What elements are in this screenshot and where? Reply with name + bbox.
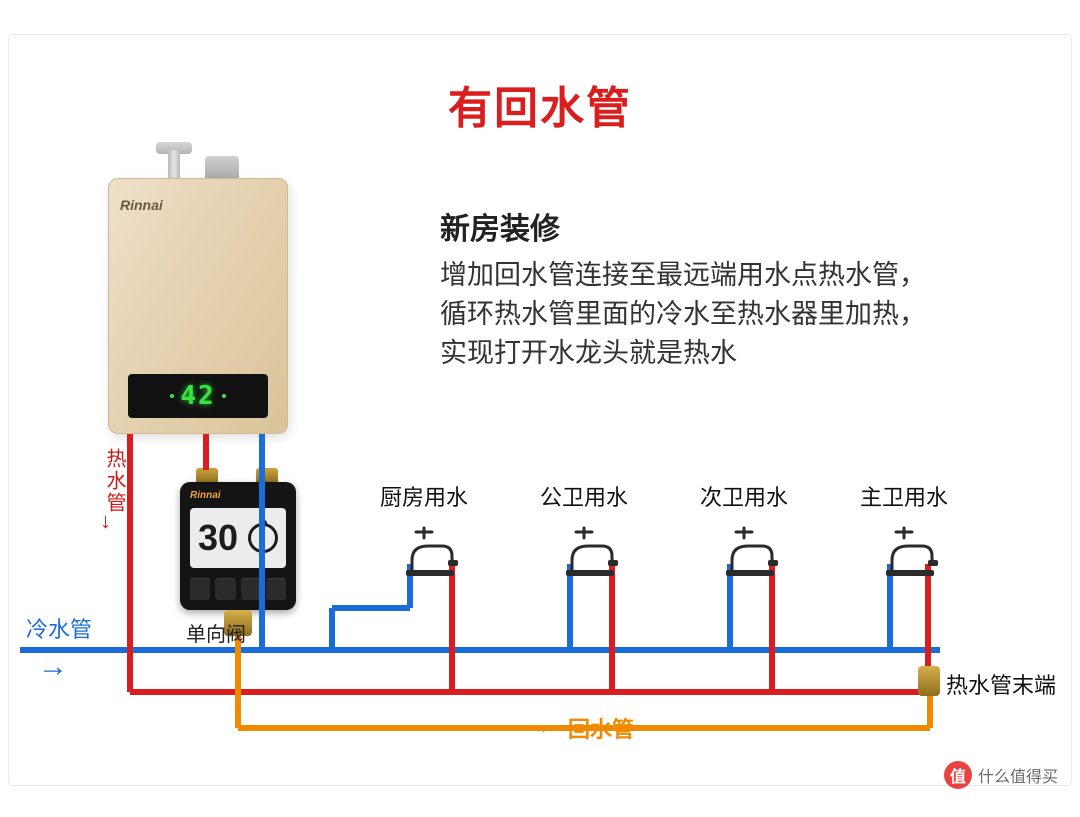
pump-temperature: 30 (198, 517, 238, 559)
main-title: 有回水管 (448, 72, 632, 136)
pump-dial-icon (248, 523, 278, 553)
recirculation-pump: Rinnai 30 (180, 482, 296, 610)
hot-pipe-label: 热水管 (100, 448, 129, 514)
cold-arrow-right-icon: → (38, 650, 68, 684)
watermark-logo-icon: 值 (944, 761, 972, 789)
description-block: 新房装修 增加回水管连接至最远端用水点热水管， 循环热水管里面的冷水至热水器里加… (440, 204, 1000, 373)
faucet-icon (554, 520, 614, 574)
tap-1: 厨房用水 (394, 520, 454, 574)
tap-1-label: 厨房用水 (380, 480, 468, 512)
tap-2-label: 公卫用水 (540, 480, 628, 512)
watermark-text: 什么值得买 (978, 763, 1058, 787)
tap-3: 次卫用水 (714, 520, 774, 574)
heater-flue (168, 150, 180, 178)
tap-3-label: 次卫用水 (700, 480, 788, 512)
cold-pipe-label: 冷水管 (26, 612, 92, 644)
watermark: 值 什么值得买 (944, 761, 1058, 789)
description-heading: 新房装修 (440, 204, 1000, 248)
hot-end-label: 热水管末端 (946, 668, 1056, 700)
description-line-3: 实现打开水龙头就是热水 (440, 334, 1000, 373)
hot-end-fitting (918, 666, 940, 696)
tap-4: 主卫用水 (874, 520, 934, 574)
faucet-icon (874, 520, 934, 574)
tap-4-label: 主卫用水 (860, 480, 948, 512)
hot-arrow-down-icon: ↓ (100, 508, 111, 534)
heater-display-panel: 42 (128, 374, 268, 418)
pump-brand-label: Rinnai (190, 490, 221, 501)
return-arrow-left-icon: ← (535, 710, 561, 741)
check-valve-label: 单向阀 (186, 618, 246, 647)
return-pipe-label: 回水管 (568, 712, 634, 744)
heater-temperature: 42 (180, 381, 215, 411)
description-line-2: 循环热水管里面的冷水至热水器里加热， (440, 295, 1000, 334)
faucet-icon (394, 520, 454, 574)
pump-display: 30 (190, 508, 286, 568)
pump-button-row (190, 578, 286, 600)
tap-2: 公卫用水 (554, 520, 614, 574)
heater-brand-label: Rinnai (120, 197, 163, 213)
faucet-icon (714, 520, 774, 574)
description-line-1: 增加回水管连接至最远端用水点热水管， (440, 256, 1000, 295)
